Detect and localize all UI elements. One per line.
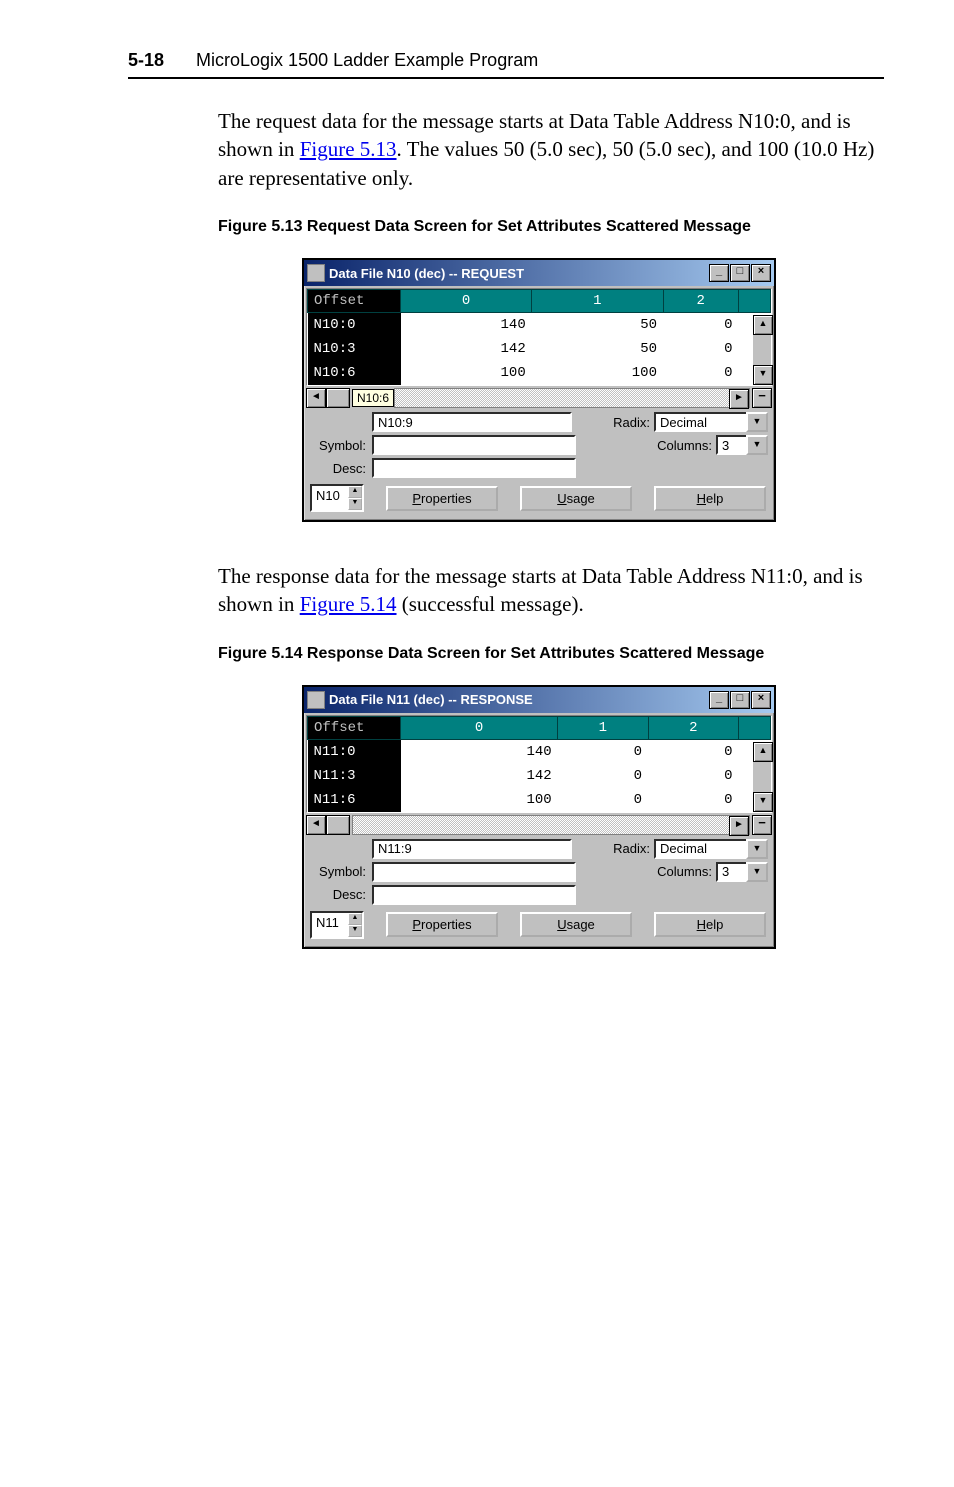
data-grid[interactable]: Offset 0 1 2 N10:0 140 50 0 xyxy=(306,288,772,386)
scroll-down-button[interactable]: ▼ xyxy=(753,365,773,385)
chevron-down-icon[interactable]: ▼ xyxy=(746,862,768,882)
close-button[interactable]: × xyxy=(751,264,771,282)
vertical-scrollbar[interactable]: ▲ ▼ xyxy=(753,315,771,385)
chevron-down-icon[interactable]: ▼ xyxy=(746,839,768,859)
radix-select[interactable] xyxy=(654,412,746,432)
columns-label: Columns: xyxy=(657,438,712,453)
table-row[interactable]: N11:0 140 0 0 xyxy=(308,739,771,764)
window-title: Data File N10 (dec) -- REQUEST xyxy=(329,266,709,281)
collapse-button[interactable]: − xyxy=(752,815,772,835)
collapse-button[interactable]: − xyxy=(752,388,772,408)
grid-header-row: Offset 0 1 2 xyxy=(308,290,771,313)
chevron-down-icon[interactable]: ▼ xyxy=(746,435,768,455)
spin-down-icon[interactable]: ▼ xyxy=(348,925,362,937)
address-input[interactable] xyxy=(372,412,572,432)
scroll-left-button[interactable]: ◄ xyxy=(306,815,326,835)
close-button[interactable]: × xyxy=(751,691,771,709)
response-data-window: Data File N11 (dec) -- RESPONSE _ □ × Of… xyxy=(302,685,776,949)
scroll-thumb[interactable] xyxy=(326,815,350,835)
window-title: Data File N11 (dec) -- RESPONSE xyxy=(329,692,709,707)
paragraph-1: The request data for the message starts … xyxy=(218,107,884,192)
spin-up-icon[interactable]: ▲ xyxy=(348,913,362,925)
cell-tooltip: N10:6 xyxy=(352,389,394,407)
symbol-input[interactable] xyxy=(372,862,576,882)
file-spinner[interactable]: N11 ▲ ▼ xyxy=(310,911,364,939)
spin-down-icon[interactable]: ▼ xyxy=(348,498,362,510)
titlebar[interactable]: Data File N10 (dec) -- REQUEST _ □ × xyxy=(304,260,774,286)
address-input[interactable] xyxy=(372,839,572,859)
figure-5-13-caption: Figure 5.13 Request Data Screen for Set … xyxy=(218,218,884,236)
file-spinner[interactable]: N10 ▲ ▼ xyxy=(310,484,364,512)
desc-input[interactable] xyxy=(372,885,576,905)
properties-button[interactable]: Properties xyxy=(386,912,498,937)
vertical-scrollbar[interactable]: ▲ ▼ xyxy=(753,742,771,812)
help-button[interactable]: Help xyxy=(654,486,766,511)
scroll-thumb[interactable] xyxy=(326,388,350,408)
figure-link-5-13[interactable]: Figure 5.13 xyxy=(300,137,397,161)
chevron-down-icon[interactable]: ▼ xyxy=(746,412,768,432)
figure-5-14-caption: Figure 5.14 Response Data Screen for Set… xyxy=(218,645,884,663)
desc-label: Desc: xyxy=(310,887,366,902)
maximize-button[interactable]: □ xyxy=(730,691,750,709)
table-row[interactable]: N11:3 142 0 0 xyxy=(308,764,771,788)
minimize-button[interactable]: _ xyxy=(709,264,729,282)
table-row[interactable]: N11:6 100 0 0 xyxy=(308,788,771,812)
radix-label: Radix: xyxy=(613,415,650,430)
columns-label: Columns: xyxy=(657,864,712,879)
scroll-up-button[interactable]: ▲ xyxy=(753,742,773,762)
header-title: MicroLogix 1500 Ladder Example Program xyxy=(196,50,538,71)
desc-label: Desc: xyxy=(310,461,366,476)
properties-button[interactable]: Properties xyxy=(386,486,498,511)
usage-button[interactable]: Usage xyxy=(520,486,632,511)
window-icon xyxy=(307,264,325,282)
figure-link-5-14[interactable]: Figure 5.14 xyxy=(300,592,397,616)
scroll-right-button[interactable]: ► xyxy=(729,816,749,836)
scroll-right-button[interactable]: ► xyxy=(729,389,749,409)
table-row[interactable]: N10:3 142 50 0 xyxy=(308,337,771,361)
minimize-button[interactable]: _ xyxy=(709,691,729,709)
grid-header-row: Offset 0 1 2 xyxy=(308,716,771,739)
spin-up-icon[interactable]: ▲ xyxy=(348,486,362,498)
columns-select[interactable] xyxy=(716,435,746,455)
desc-input[interactable] xyxy=(372,458,576,478)
maximize-button[interactable]: □ xyxy=(730,264,750,282)
table-row[interactable]: N10:6 100 100 0 xyxy=(308,361,771,385)
table-row[interactable]: N10:0 140 50 0 xyxy=(308,313,771,338)
scroll-up-button[interactable]: ▲ xyxy=(753,315,773,335)
help-button[interactable]: Help xyxy=(654,912,766,937)
page-number: 5-18 xyxy=(128,50,164,71)
paragraph-2: The response data for the message starts… xyxy=(218,562,884,619)
symbol-label: Symbol: xyxy=(310,864,366,879)
symbol-label: Symbol: xyxy=(310,438,366,453)
radix-select[interactable] xyxy=(654,839,746,859)
symbol-input[interactable] xyxy=(372,435,576,455)
horizontal-scrollbar[interactable]: ► xyxy=(352,815,750,835)
window-icon xyxy=(307,691,325,709)
page-header: 5-18 MicroLogix 1500 Ladder Example Prog… xyxy=(128,50,884,79)
scroll-left-button[interactable]: ◄ xyxy=(306,388,326,408)
scroll-down-button[interactable]: ▼ xyxy=(753,792,773,812)
horizontal-scrollbar[interactable]: ► xyxy=(394,388,750,408)
request-data-window: Data File N10 (dec) -- REQUEST _ □ × Off… xyxy=(302,258,776,522)
columns-select[interactable] xyxy=(716,862,746,882)
data-grid[interactable]: Offset 0 1 2 N11:0 140 0 0 xyxy=(306,715,772,813)
radix-label: Radix: xyxy=(613,841,650,856)
usage-button[interactable]: Usage xyxy=(520,912,632,937)
titlebar[interactable]: Data File N11 (dec) -- RESPONSE _ □ × xyxy=(304,687,774,713)
